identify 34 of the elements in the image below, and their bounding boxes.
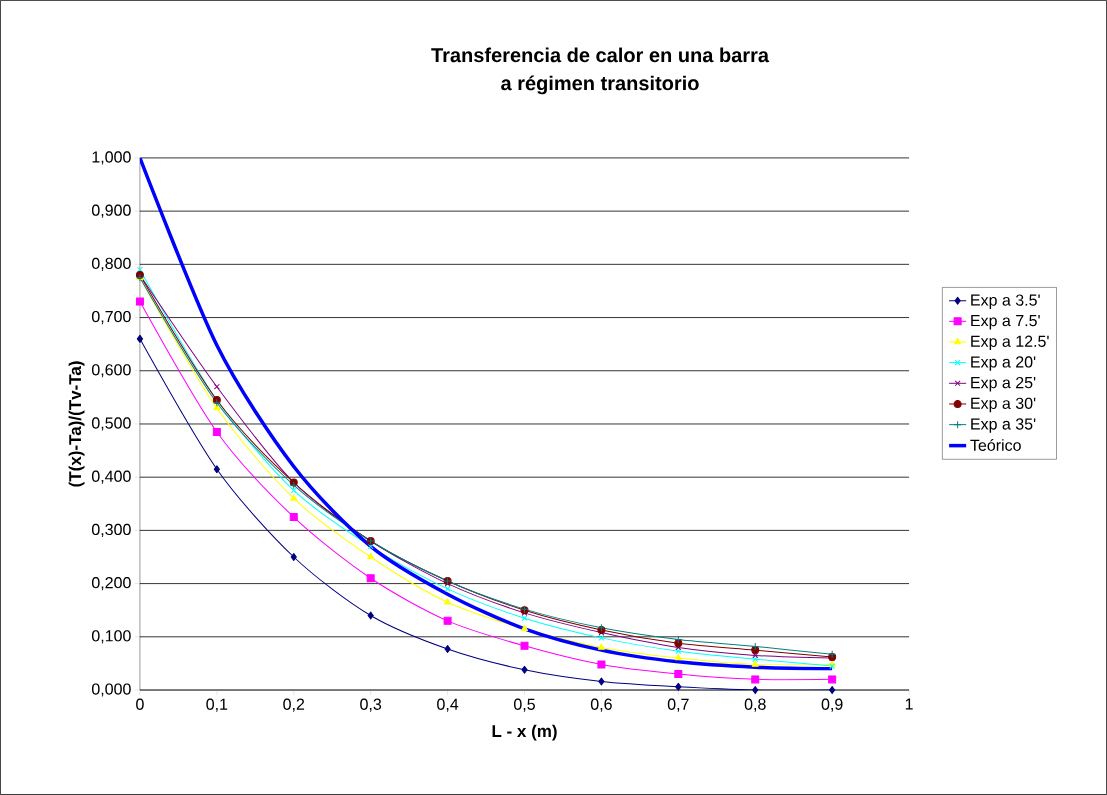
y-tick-label: 0,700 <box>91 310 131 325</box>
chart-subtitle: a régimen transitorio <box>501 75 699 95</box>
y-tick-label: 0,600 <box>91 364 131 378</box>
x-tick-label: 0,3 <box>360 698 382 712</box>
y-tick-label: 0,400 <box>91 470 131 484</box>
x-tick-label: 0,4 <box>437 698 459 712</box>
x-tick-label: 0 <box>136 698 144 710</box>
y-tick-label: 0,900 <box>91 204 131 218</box>
x-tick-label: 0,7 <box>667 698 689 712</box>
legend-label: Teórico <box>970 439 1021 451</box>
y-tick-label: 0,100 <box>91 630 131 644</box>
legend-label: Exp a 35' <box>971 418 1036 433</box>
legend-label: Exp a 3.5' <box>971 294 1040 309</box>
legend-label: Exp a 7.5' <box>971 315 1040 330</box>
x-axis-title: L - x (m) <box>492 724 557 741</box>
y-tick-label: 1,000 <box>92 151 131 165</box>
y-tick-label: 0,500 <box>91 417 131 431</box>
x-tick-label: 0,8 <box>744 698 766 712</box>
y-tick-label: 0,200 <box>91 577 131 591</box>
x-tick-label: 0,9 <box>821 698 843 712</box>
y-tick-label: 0,800 <box>91 257 131 271</box>
legend-label: Exp a 20' <box>971 356 1036 371</box>
x-tick-label: 0,5 <box>514 698 535 712</box>
x-tick-label: 0,6 <box>590 698 612 712</box>
legend-label: Exp a 25' <box>971 376 1036 392</box>
x-tick-label: 1 <box>905 698 913 710</box>
y-tick-label: 0,300 <box>91 523 131 538</box>
x-tick-label: 0,1 <box>206 698 228 712</box>
y-tick-label: 0,000 <box>91 683 131 697</box>
x-tick-label: 0,2 <box>283 698 305 712</box>
y-axis-title: (T(x)-Ta)/(Tv-Ta) <box>68 361 85 487</box>
chart-title: Transferencia de calor en una barra <box>431 47 770 63</box>
legend-label: Exp a 12.5' <box>971 335 1049 351</box>
legend-label: Exp a 30' <box>971 397 1036 413</box>
